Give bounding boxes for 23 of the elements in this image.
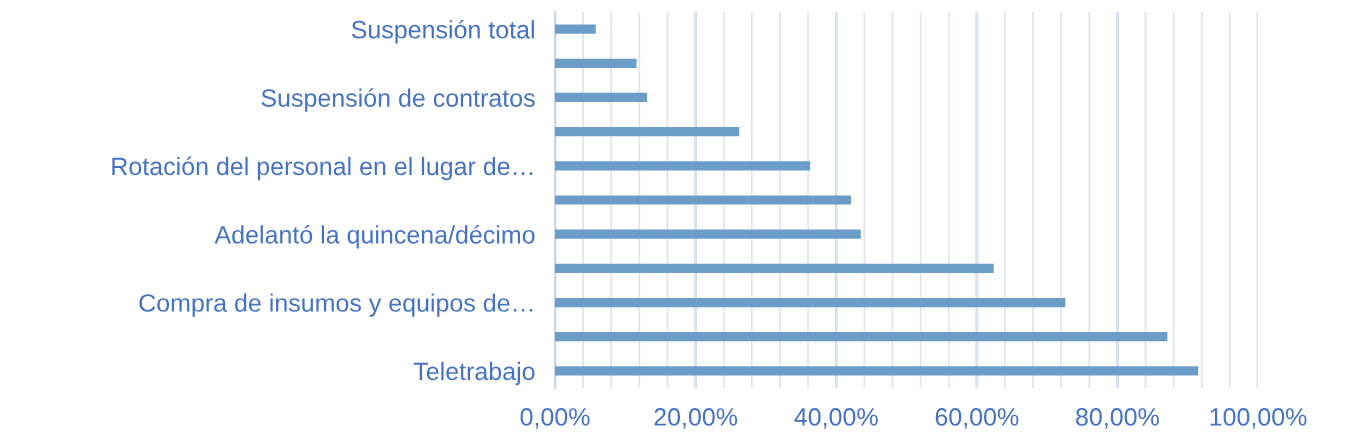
bar (555, 366, 1199, 376)
bar (555, 332, 1168, 342)
bar (555, 24, 596, 34)
y-tick-label: Adelantó la quincena/décimo (214, 224, 535, 249)
bar (555, 161, 811, 171)
x-tick-label: 60,00% (935, 408, 1019, 429)
y-tick-label: Suspensión total (351, 19, 534, 44)
x-tick-label: 0,00% (520, 408, 590, 429)
y-tick-label: Teletrabajo (413, 361, 535, 386)
bar (555, 229, 861, 239)
x-tick-label: 80,00% (1076, 408, 1159, 429)
bar (555, 92, 648, 103)
y-tick-label: Compra de insumos y equipos de… (139, 293, 533, 317)
y-tick-label: Rotación del personal en el lugar de… (112, 156, 533, 181)
bar (555, 297, 1066, 308)
y-tick-label: Suspensión de contratos (261, 88, 535, 112)
x-tick-label: 40,00% (794, 408, 878, 429)
x-tick-label: 20,00% (654, 408, 738, 429)
bar (555, 127, 740, 137)
bar (555, 195, 851, 205)
x-tick-label: 100,00% (1210, 408, 1307, 429)
bar (555, 58, 637, 68)
bar (555, 263, 994, 273)
